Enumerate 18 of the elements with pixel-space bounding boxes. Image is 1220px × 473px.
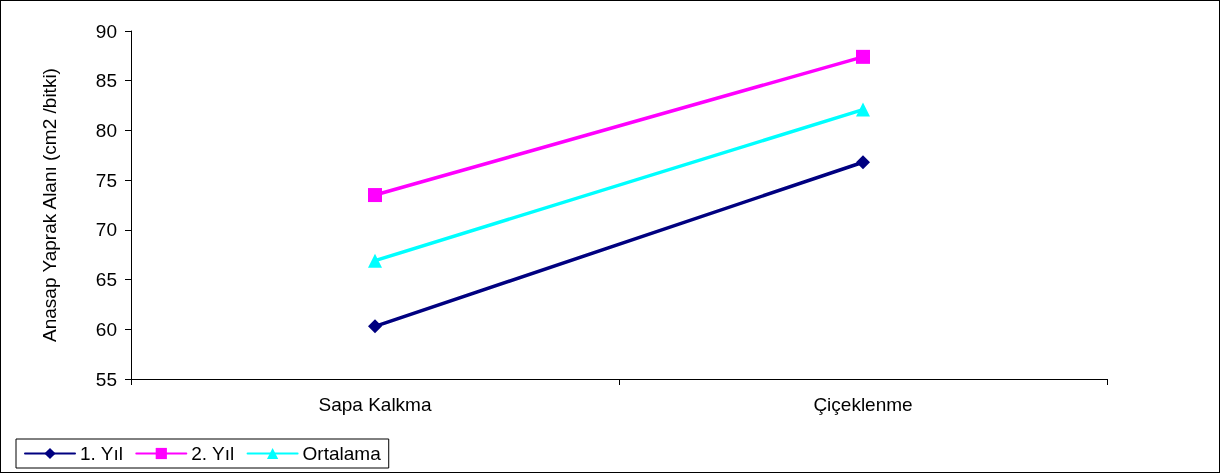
point <box>368 188 382 203</box>
legend-label: Ortalama <box>302 443 382 464</box>
y-tick-label: 90 <box>95 20 117 42</box>
point <box>856 49 870 64</box>
y-tick-label: 60 <box>95 318 117 340</box>
y-tick-label: 85 <box>95 70 117 92</box>
legend-label: 2. Yıl <box>191 443 235 464</box>
point <box>856 155 870 170</box>
legend-label: 1. Yıl <box>80 443 123 464</box>
x-tick-label: Sapa Kalkma <box>318 394 432 415</box>
y-tick-label: 75 <box>95 169 117 191</box>
point <box>368 319 382 334</box>
y-axis-title: Anasap Yaprak Alanı (cm2 /bitki) <box>39 68 60 342</box>
y-tick-label: 70 <box>95 219 117 241</box>
y-tick-label: 80 <box>95 119 117 141</box>
y-tick-label: 55 <box>95 368 117 390</box>
y-tick-label: 65 <box>95 269 117 291</box>
x-tick-label: Çiçeklenme <box>813 394 913 415</box>
